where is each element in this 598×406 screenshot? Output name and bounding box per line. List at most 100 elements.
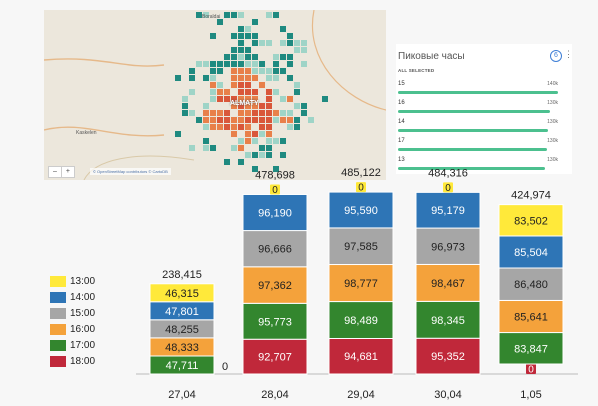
bar-segment	[415, 337, 481, 375]
bar-value-label: 48,255	[165, 324, 199, 336]
bar-segment-zero	[270, 184, 280, 195]
peak-row-value: 130k	[547, 100, 558, 106]
bar-value-label: 83,502	[514, 215, 548, 227]
legend-swatch	[50, 324, 66, 335]
heatmap-cell	[231, 82, 237, 88]
peak-row-13[interactable]: 13 130k	[398, 156, 558, 174]
peak-row-label: 15	[398, 81, 405, 87]
x-tick-label: 30,04	[434, 389, 462, 401]
heatmap-cell	[273, 89, 279, 95]
heatmap-cell	[245, 61, 251, 67]
bar-value-label: 98,489	[344, 315, 378, 327]
peak-row-bar	[398, 110, 550, 113]
legend-swatch	[50, 276, 66, 287]
zoom-controls: – +	[48, 166, 75, 178]
bar-segment	[149, 283, 215, 303]
heatmap-cell	[224, 61, 230, 67]
heatmap-cell	[203, 117, 209, 123]
heatmap-cell	[294, 40, 300, 46]
bar-value-label: 94,681	[344, 351, 378, 363]
peak-row-17[interactable]: 17 130k	[398, 137, 558, 155]
zoom-in-button[interactable]: +	[60, 167, 74, 177]
peak-row-bar	[398, 148, 547, 151]
bar-segment-zero	[356, 182, 366, 193]
heatmap-cell	[287, 40, 293, 46]
heatmap-cell	[224, 124, 230, 130]
heatmap-cell	[245, 138, 251, 144]
heatmap-cell	[224, 96, 230, 102]
heatmap-cell	[203, 103, 209, 109]
heatmap-cell	[252, 89, 258, 95]
heatmap-cell	[231, 61, 237, 67]
bar-total-label: 485,122	[341, 167, 381, 179]
bar-value-label: 47,801	[165, 306, 199, 318]
heatmap-cell	[217, 82, 223, 88]
heatmap-cell	[308, 117, 314, 123]
heatmap-cell	[252, 131, 258, 137]
heatmap-cell	[245, 89, 251, 95]
heatmap-cell	[259, 124, 265, 130]
heatmap-cell	[252, 68, 258, 74]
heatmap-cell	[203, 138, 209, 144]
heatmap-cell	[224, 54, 230, 60]
selection-count-badge[interactable]: 6	[550, 50, 562, 62]
heatmap-cell	[301, 110, 307, 116]
peak-row-value: 140k	[547, 81, 558, 87]
bar-value-label: 96,190	[258, 208, 292, 220]
bar-segment	[242, 193, 308, 232]
heatmap-cell	[259, 117, 265, 123]
peak-row-bar	[398, 167, 546, 170]
bar-total-label: 478,698	[255, 169, 295, 181]
heatmap-cell	[280, 54, 286, 60]
heatmap-cell	[245, 26, 251, 32]
heatmap-cell	[245, 96, 251, 102]
bar-value-label: 95,179	[431, 205, 465, 217]
heatmap-cell	[294, 82, 300, 88]
heatmap-cell	[231, 117, 237, 123]
x-tick-label: 29,04	[347, 389, 375, 401]
heatmap-cell	[231, 103, 237, 109]
zoom-out-button[interactable]: –	[53, 168, 57, 175]
peak-row-16[interactable]: 16 130k	[398, 99, 558, 117]
heatmap-cell	[273, 110, 279, 116]
legend-label: 18:00	[70, 356, 96, 367]
map-canvas[interactable]	[44, 10, 386, 180]
heatmap-cell	[231, 33, 237, 39]
heatmap-cell	[217, 117, 223, 123]
heatmap-cell	[224, 89, 230, 95]
legend-label: 14:00	[70, 292, 96, 303]
bar-value-label: 47,711	[166, 360, 199, 372]
heatmap-cell	[301, 47, 307, 53]
heatmap-cell	[287, 110, 293, 116]
heatmap-cell	[287, 61, 293, 67]
heatmap-cell	[238, 124, 244, 130]
heatmap-cell	[259, 145, 265, 151]
legend-label: 15:00	[70, 308, 96, 319]
heatmap-cell	[203, 124, 209, 130]
heatmap-cell	[217, 68, 223, 74]
peak-row-15[interactable]: 15 140k	[398, 80, 558, 98]
bar-value-label: 98,777	[344, 278, 378, 290]
heatmap-cell	[217, 61, 223, 67]
heatmap-map[interactable]: Boraldai Kaskelen ALMATY – + © OpenStree…	[44, 10, 386, 180]
peak-row-14[interactable]: 14 130k	[398, 118, 558, 136]
heatmap-cell	[245, 103, 251, 109]
map-attribution[interactable]: © OpenStreetMap contributors © CartoDB	[90, 168, 171, 175]
city-label: ALMATY	[230, 100, 259, 107]
heatmap-cell	[252, 40, 258, 46]
heatmap-cell	[280, 110, 286, 116]
more-menu-icon[interactable]: ⋮	[564, 49, 573, 59]
heatmap-cell	[238, 138, 244, 144]
heatmap-cell	[266, 96, 272, 102]
heatmap-cell	[252, 61, 258, 67]
heatmap-cell	[273, 68, 279, 74]
heatmap-cell	[238, 82, 244, 88]
bar-segment	[242, 266, 308, 304]
peak-row-label: 17	[398, 138, 405, 144]
heatmap-cell	[210, 68, 216, 74]
heatmap-cell	[259, 82, 265, 88]
bar-value-label: 98,345	[431, 315, 465, 327]
heatmap-cell	[210, 89, 216, 95]
x-tick-label: 27,04	[168, 389, 196, 401]
heatmap-cell	[287, 75, 293, 81]
